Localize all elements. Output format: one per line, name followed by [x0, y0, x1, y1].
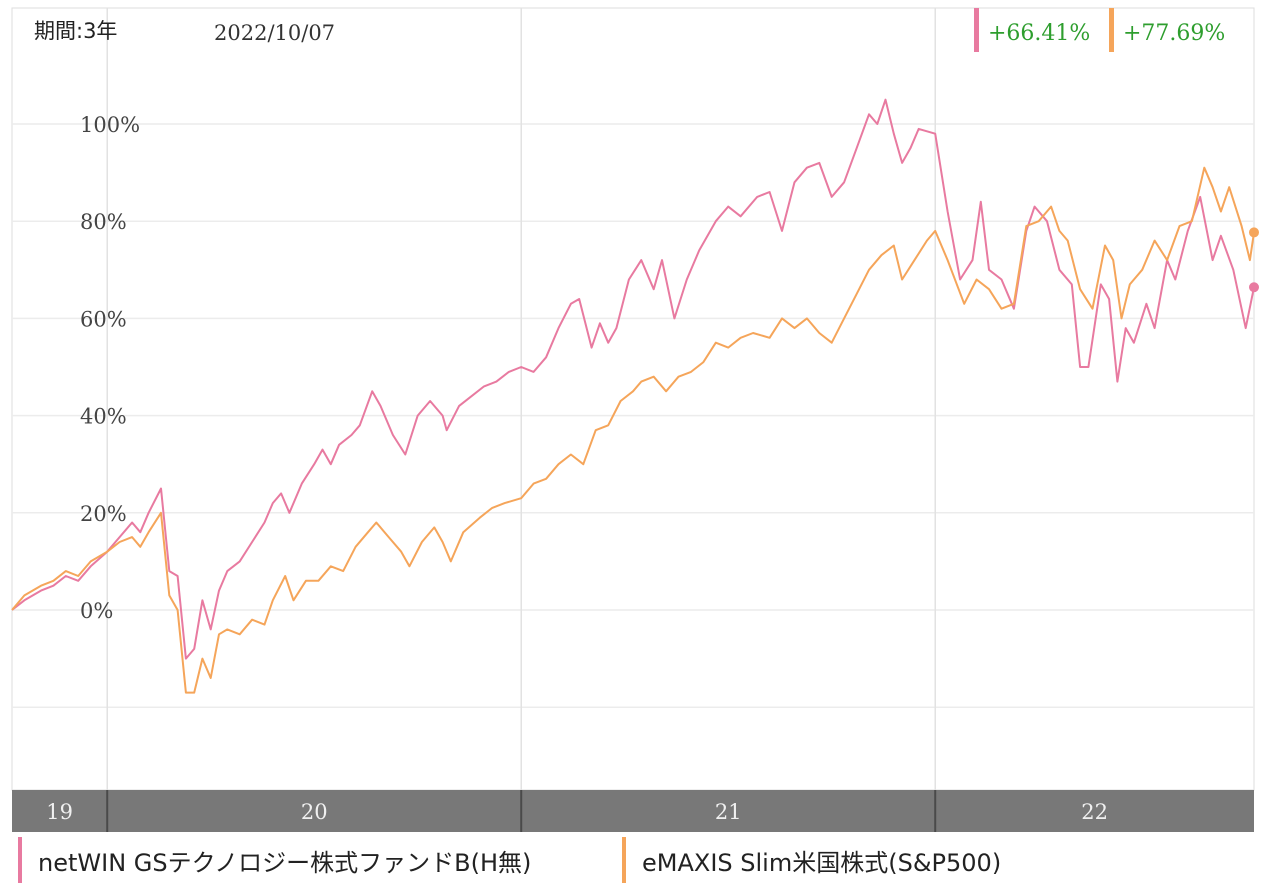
year-band	[107, 790, 522, 832]
legend-item-2: eMAXIS Slim米国株式(S&P500)	[622, 832, 1001, 888]
x-tick-label: 19	[46, 800, 73, 824]
year-band	[521, 790, 936, 832]
return-marker-2	[1109, 8, 1114, 52]
y-tick-label: 60%	[80, 307, 127, 331]
legend-item-1: netWIN GSテクノロジー株式ファンドB(H無)	[18, 832, 531, 888]
y-tick-label: 20%	[80, 502, 127, 526]
legend-label-2: eMAXIS Slim米国株式(S&P500)	[642, 848, 1002, 877]
y-tick-label: 100%	[80, 113, 140, 137]
date-label: 2022/10/07	[214, 21, 335, 45]
y-tick-label: 40%	[80, 405, 127, 429]
year-band	[935, 790, 1254, 832]
year-band	[12, 790, 108, 832]
series-endpoint-1	[1249, 282, 1259, 293]
x-tick-label: 22	[1081, 800, 1108, 824]
year-axis-band: 19 20 21 22	[12, 790, 1254, 832]
return-value-1: +66.41%	[988, 21, 1090, 46]
period-label: 期間:3年	[34, 19, 117, 43]
line-chart: 0% 20% 40% 60% 80% 100% 19 20 21 22 期間:3年 2022/1…	[11, 7, 1259, 832]
series-line-1	[11, 98, 1255, 660]
series-layer	[11, 98, 1259, 694]
legend-swatch-1	[18, 837, 22, 883]
y-tick-label: 0%	[80, 599, 113, 623]
x-tick-label: 20	[301, 800, 328, 824]
series-endpoint-2	[1249, 227, 1259, 238]
series-line-2	[11, 166, 1255, 694]
return-marker-1	[974, 8, 979, 52]
y-axis-ticks: 0% 20% 40% 60% 80% 100%	[80, 113, 140, 623]
x-tick-label: 21	[715, 800, 742, 824]
return-value-2: +77.69%	[1123, 21, 1225, 46]
legend-label-1: netWIN GSテクノロジー株式ファンドB(H無)	[38, 848, 532, 877]
legend-swatch-2	[622, 837, 626, 883]
y-tick-label: 80%	[80, 210, 127, 234]
